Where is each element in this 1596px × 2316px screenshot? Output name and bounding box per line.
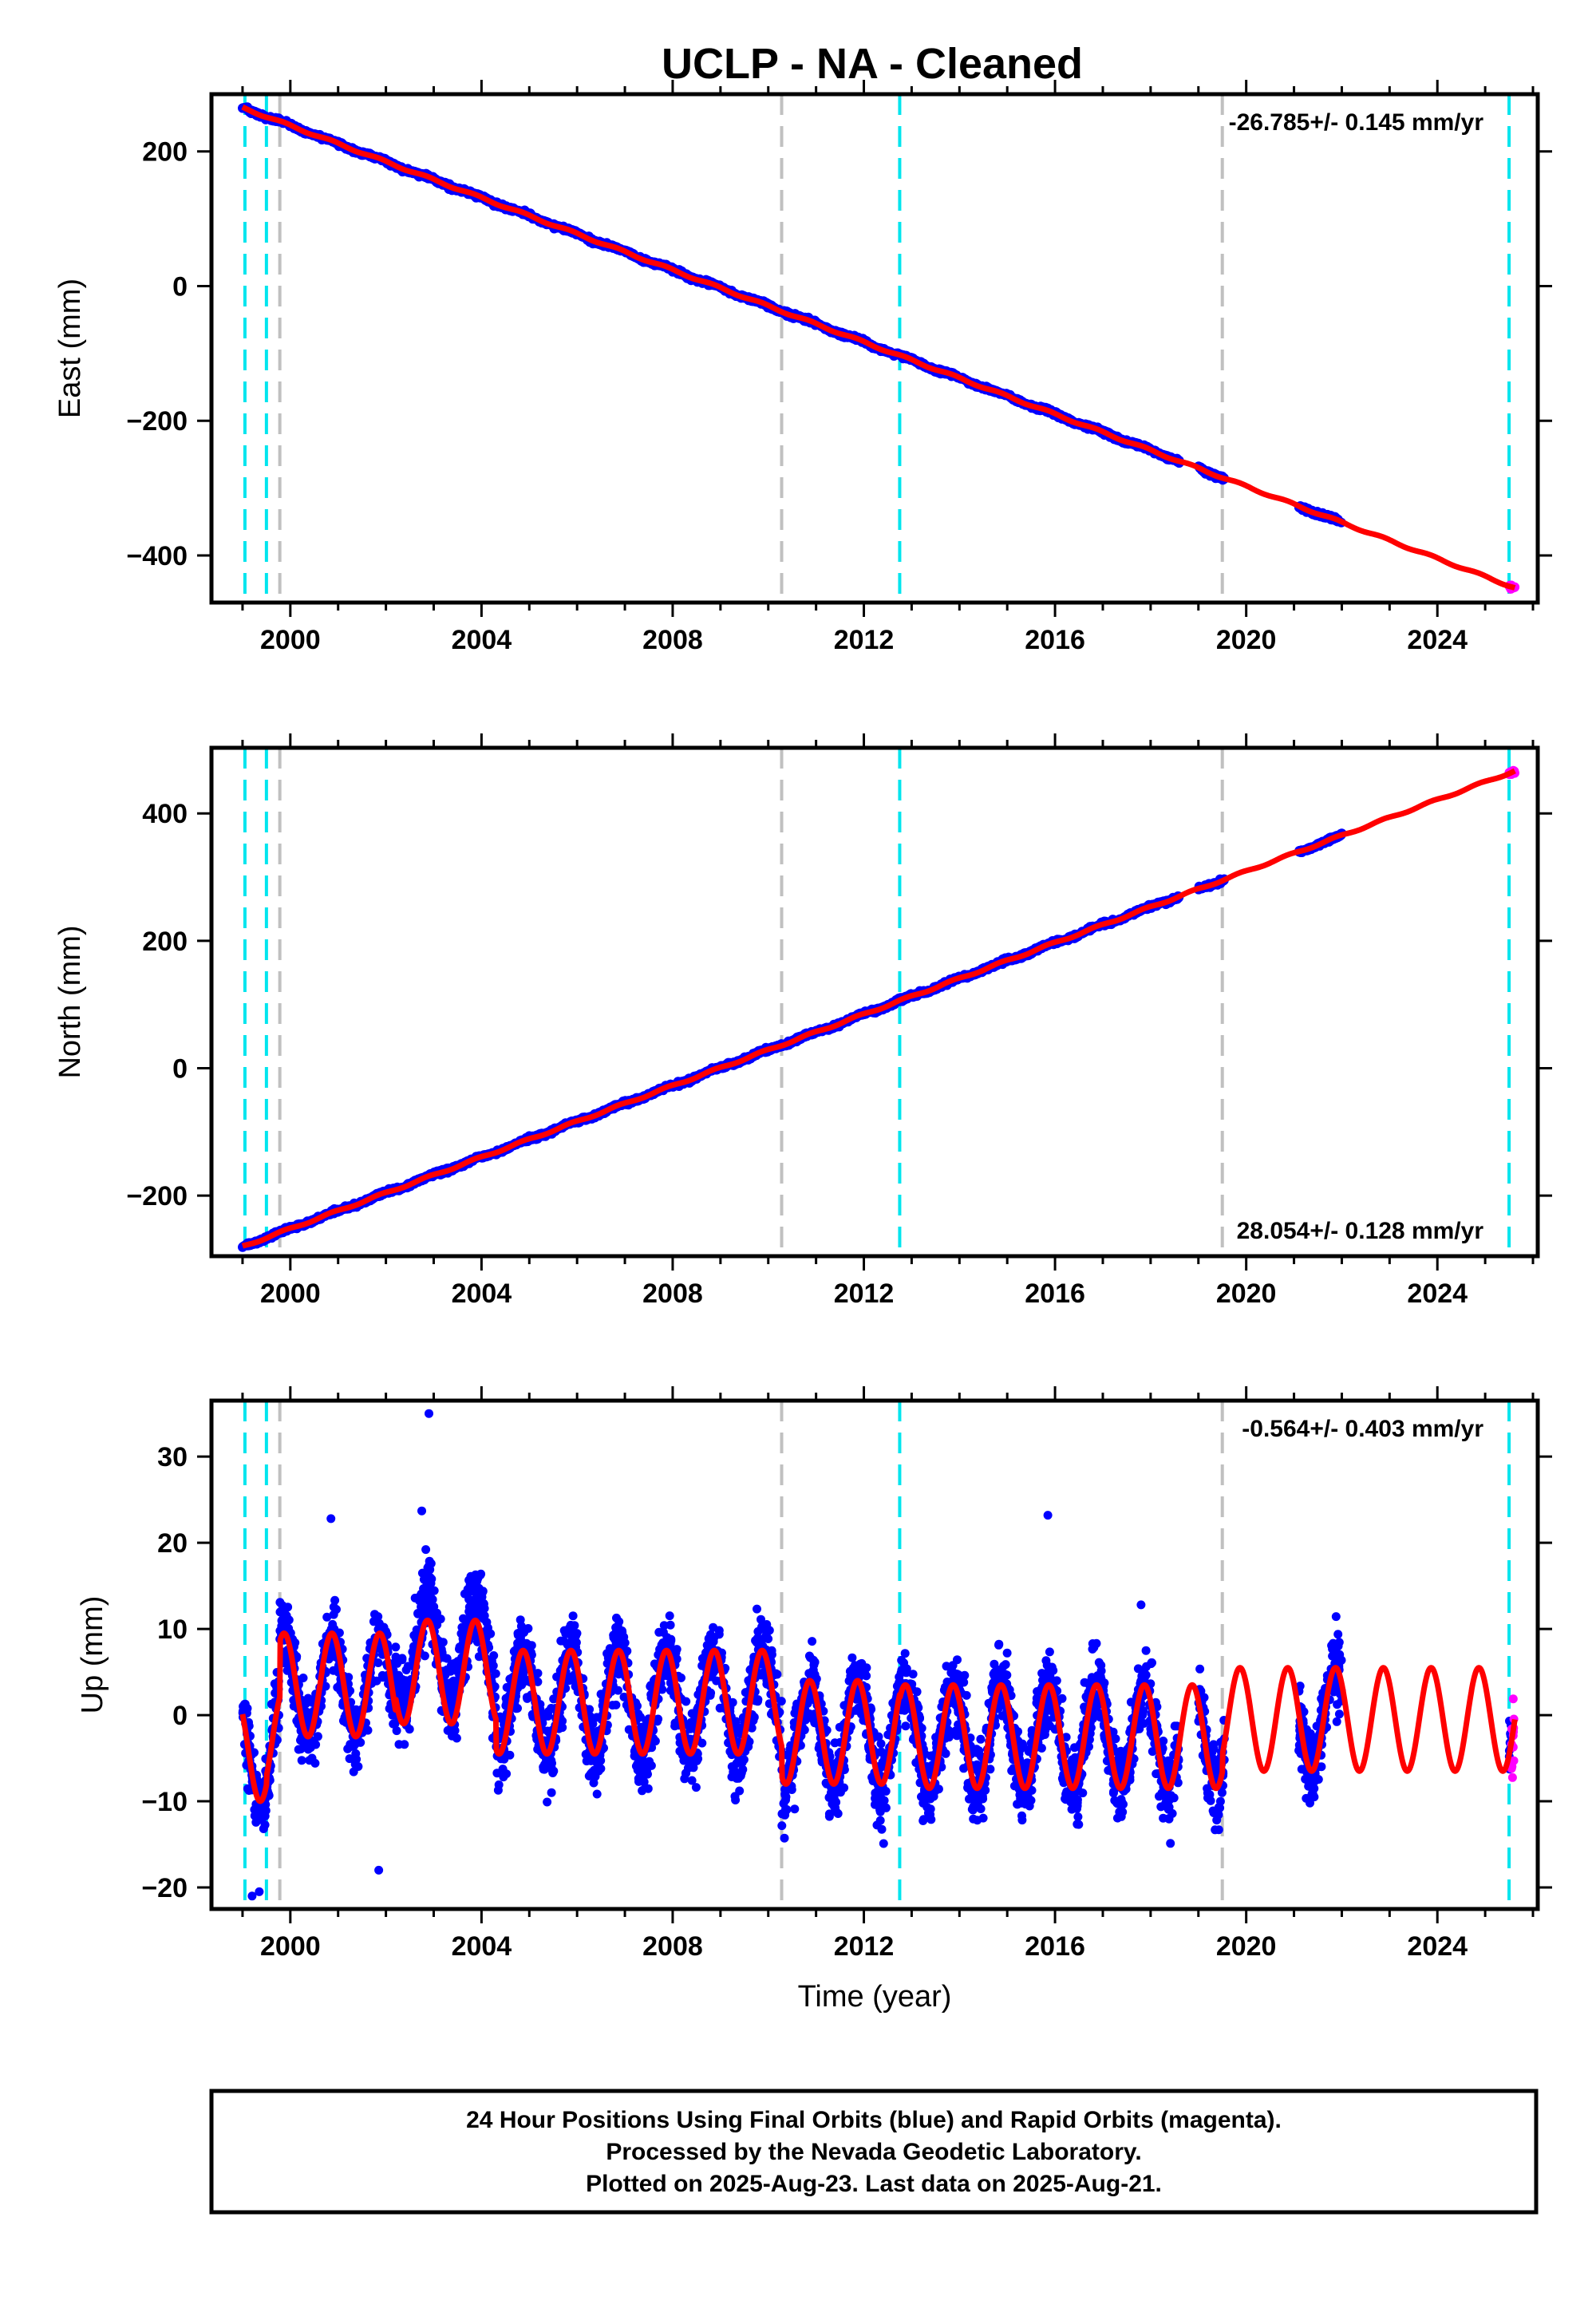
y-tick-label: 200: [142, 137, 188, 168]
y-axis-label: East (mm): [53, 279, 87, 418]
plot-area: [238, 94, 1520, 603]
model-line: [240, 104, 1518, 591]
plot-area: [238, 748, 1519, 1256]
rate-label: -26.785+/- 0.145 mm/yr: [1229, 109, 1484, 136]
x-tick-label: 2000: [260, 625, 321, 655]
x-tick-label: 2004: [452, 625, 512, 655]
y-tick-label: −200: [126, 406, 188, 437]
y-tick-label: 0: [172, 271, 188, 302]
chart-title: UCLP - NA - Cleaned: [662, 40, 1083, 88]
north-panel: 2000 2004 2008 2012 2016 2020 20244002000−200N…: [53, 733, 1552, 1309]
x-tick-label: 2016: [1025, 625, 1085, 655]
x-tick-label: 2012: [834, 625, 895, 655]
x-tick-label: 2008: [642, 625, 703, 655]
x-tick-label: 2020: [1216, 625, 1277, 655]
y-tick-label: −400: [126, 541, 188, 571]
east-panel: 2000 2004 2008 2012 2016 2020 20242000−200−400…: [53, 80, 1552, 655]
x-tick-label: 2024: [1407, 625, 1468, 655]
